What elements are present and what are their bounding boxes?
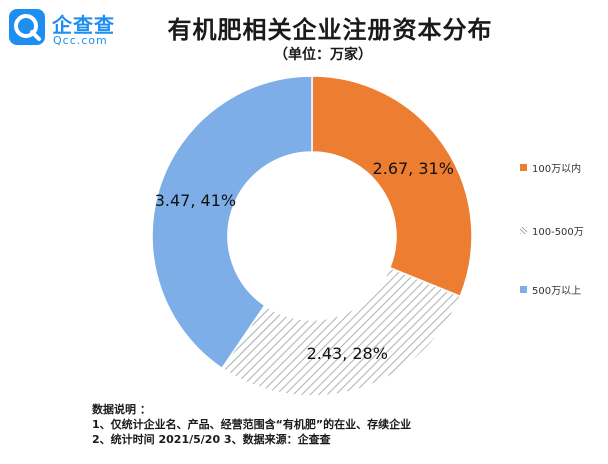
slice-data-label-3: 3.47, 41% [155,191,236,210]
chart-title: 有机肥相关企业注册资本分布 [167,16,493,44]
donut-slice-1 [311,75,473,298]
notes-line-1: 1、仅统计企业名、产品、经营范围含“有机肥”的在业、存续企业 [92,418,412,431]
qcc-logo-icon [9,9,45,45]
slice-data-label-1: 2.67, 31% [373,159,454,178]
legend-label-1: 100万以内 [532,164,582,175]
chart-subtitle: （单位：万家） [274,47,372,63]
donut-slice-3 [151,75,313,370]
notes-line-2: 2、统计时间 2021/5/20 3、数据来源：企查查 [92,433,331,446]
legend-swatch-1 [520,164,527,171]
legend-swatch-2 [520,227,527,234]
data-notes: 数据说明 ： 1、仅统计企业名、产品、经营范围含“有机肥”的在业、存续企业 2、… [92,402,572,447]
legend-label-2: 100-500万 [532,227,584,238]
legend-item-3: 500万以上 [520,282,582,297]
notes-heading: 数据说明 ： [92,403,151,416]
legend-label-3: 500万以上 [532,286,582,297]
slice-data-label-2: 2.43, 28% [307,344,388,363]
legend-item-1: 100万以内 [520,160,582,175]
qcc-logo: 企查查 Qcc.com [8,6,148,50]
legend-item-2: 100-500万 [520,223,584,238]
legend-swatch-3 [520,286,527,293]
brand-domain: Qcc.com [53,34,108,47]
brand-name: 企查查 [52,13,115,37]
donut-slice-2 [220,266,462,397]
